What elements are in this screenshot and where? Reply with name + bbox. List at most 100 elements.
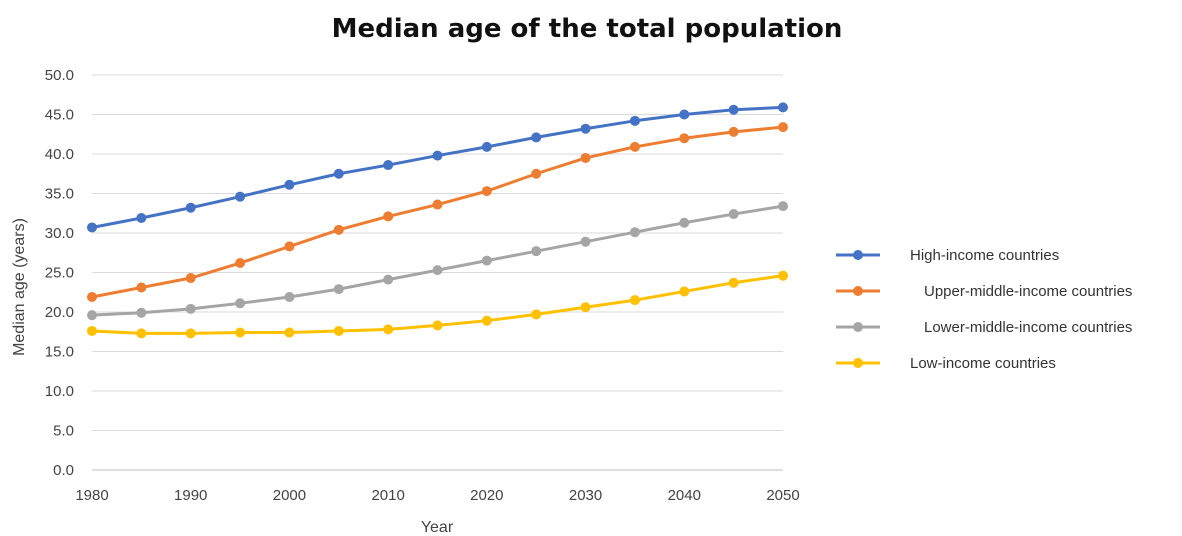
y-tick-label: 20.0 (45, 304, 74, 321)
x-tick-label: 2010 (371, 487, 404, 504)
data-point (136, 307, 147, 318)
legend-swatch-marker (853, 250, 863, 260)
legend-label: Lower-middle-income countries (924, 319, 1132, 336)
data-point (87, 310, 97, 321)
legend-label: Low-income countries (910, 355, 1056, 372)
data-point (580, 123, 591, 134)
series-2 (87, 122, 788, 302)
data-point (235, 327, 246, 338)
data-point (778, 102, 788, 113)
data-point (728, 104, 739, 115)
data-point (136, 328, 147, 339)
data-point (432, 150, 443, 161)
data-point (481, 255, 492, 266)
data-point (185, 202, 196, 213)
x-tick-label: 2000 (273, 487, 306, 504)
data-point (87, 222, 97, 233)
data-point (629, 141, 640, 152)
data-point (383, 211, 394, 222)
data-point (481, 315, 492, 326)
y-tick-label: 15.0 (45, 344, 74, 361)
data-point (728, 126, 739, 137)
data-point (432, 199, 443, 210)
legend-item: Lower-middle-income countries (836, 319, 1132, 336)
x-tick-label: 2040 (668, 487, 701, 504)
data-point (136, 282, 147, 293)
legend-swatch-marker (853, 358, 863, 368)
legend: High-income countries Upper-middle-income… (836, 247, 1132, 372)
y-tick-label: 0.0 (53, 462, 74, 479)
data-point (778, 122, 788, 133)
series-1 (87, 102, 788, 233)
data-point (580, 152, 591, 163)
data-point (481, 141, 492, 152)
data-point (333, 224, 344, 235)
x-axis-title: Year (421, 519, 454, 536)
legend-swatch-marker (853, 322, 863, 332)
y-tick-label: 45.0 (45, 107, 74, 124)
x-tick-label: 2050 (766, 487, 799, 504)
legend-item: High-income countries (836, 247, 1059, 264)
chart-title: Median age of the total population (332, 14, 843, 44)
data-point (580, 302, 591, 313)
data-point (432, 265, 443, 276)
data-point (432, 320, 443, 331)
series-lines (87, 102, 788, 339)
data-point (333, 168, 344, 179)
data-point (383, 274, 394, 285)
y-axis-tick-labels: 0.0 5.0 10.0 15.0 20.0 25.0 30.0 35.0 40.0 45.0 50… (45, 67, 74, 479)
data-point (629, 295, 640, 306)
x-axis-tick-labels: 1980 1990 2000 2010 2020 2030 2040 2050 (75, 487, 799, 504)
data-point (87, 325, 97, 336)
data-point (383, 160, 394, 171)
legend-swatch-marker (853, 286, 863, 296)
data-point (778, 201, 788, 212)
data-point (481, 186, 492, 197)
y-tick-label: 30.0 (45, 225, 74, 242)
data-point (333, 284, 344, 295)
y-tick-label: 5.0 (53, 423, 74, 440)
series-3 (87, 201, 788, 321)
data-point (580, 236, 591, 247)
data-point (235, 191, 246, 202)
data-point (284, 327, 295, 338)
data-point (185, 328, 196, 339)
data-point (531, 132, 542, 143)
data-point (728, 277, 739, 288)
data-point (728, 209, 739, 220)
y-axis-title: Median age (years) (11, 218, 28, 356)
data-point (629, 115, 640, 126)
data-point (284, 291, 295, 302)
legend-item: Low-income countries (836, 355, 1056, 372)
data-point (531, 309, 542, 320)
data-point (235, 298, 246, 309)
y-tick-label: 25.0 (45, 265, 74, 282)
data-point (531, 168, 542, 179)
x-tick-label: 1980 (75, 487, 108, 504)
data-point (679, 286, 690, 297)
data-point (333, 325, 344, 336)
data-point (87, 291, 97, 302)
data-point (185, 303, 196, 314)
data-point (185, 273, 196, 284)
data-point (235, 258, 246, 269)
data-point (531, 246, 542, 257)
series-4 (87, 270, 788, 339)
data-point (778, 270, 788, 281)
legend-label: Upper-middle-income countries (924, 283, 1132, 300)
data-point (136, 212, 147, 223)
data-point (383, 324, 394, 335)
legend-label: High-income countries (910, 247, 1059, 264)
x-tick-label: 2020 (470, 487, 503, 504)
data-point (679, 133, 690, 144)
y-tick-label: 10.0 (45, 383, 74, 400)
y-tick-label: 35.0 (45, 186, 74, 203)
x-tick-label: 1990 (174, 487, 207, 504)
legend-item: Upper-middle-income countries (836, 283, 1132, 300)
data-point (284, 241, 295, 252)
data-point (629, 227, 640, 238)
data-point (679, 217, 690, 228)
data-point (679, 109, 690, 120)
